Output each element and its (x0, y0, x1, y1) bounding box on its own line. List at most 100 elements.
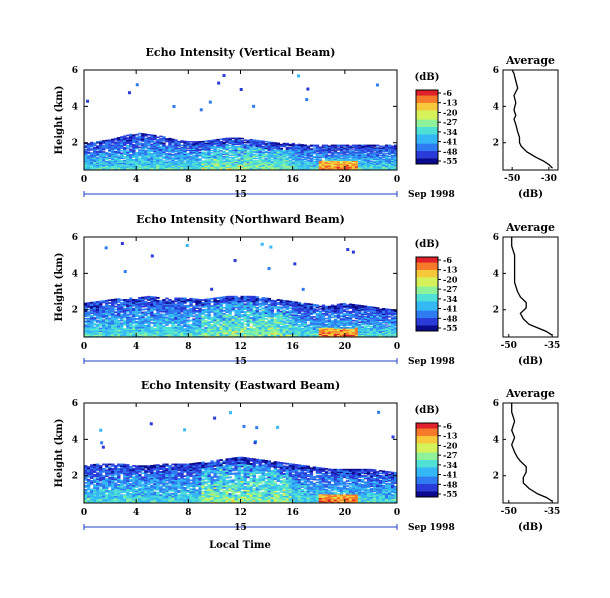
heatmap-cell (156, 322, 160, 325)
heatmap-cell (171, 153, 175, 156)
heatmap-cell (309, 334, 314, 337)
heatmap-cell (198, 334, 202, 336)
heatmap-cell (207, 147, 211, 150)
heatmap-cell (183, 319, 187, 322)
heatmap-cell (132, 325, 136, 328)
heatmap-cell (117, 161, 121, 164)
heatmap-cell (321, 164, 326, 166)
heatmap-cell (105, 328, 109, 331)
heatmap-cell (186, 145, 190, 147)
heatmap-cell (243, 149, 247, 152)
heatmap-cell (360, 155, 365, 158)
heatmap-cell (330, 323, 335, 326)
heatmap-cell (213, 146, 217, 148)
heatmap-cell (216, 308, 220, 311)
heatmap-cell (225, 327, 229, 330)
heatmap-cell (327, 323, 332, 326)
heatmap-cell (306, 303, 311, 305)
heatmap-cell (171, 335, 175, 338)
heatmap-cell (375, 164, 380, 166)
heatmap-cell (120, 328, 124, 331)
heatmap-cell (132, 299, 136, 301)
heatmap-cell (165, 297, 169, 300)
heatmap-cell (231, 306, 235, 309)
heatmap-cell (339, 164, 344, 166)
heatmap-cell (210, 156, 214, 159)
heatmap-cell (129, 329, 133, 332)
heatmap-cell (291, 155, 296, 158)
heatmap-cell (288, 159, 293, 162)
heatmap-cell (282, 144, 287, 147)
heatmap-cell (270, 331, 275, 334)
heatmap-cell (219, 307, 223, 310)
heatmap-cell (294, 150, 299, 152)
heatmap-cell (99, 319, 103, 322)
heatmap-cell (360, 157, 365, 160)
heatmap-cell (99, 158, 103, 160)
heatmap-cell (273, 315, 278, 318)
heatmap-cell (279, 314, 284, 317)
heatmap-cell (297, 148, 302, 150)
heatmap-cell (285, 304, 290, 307)
heatmap-cell (99, 315, 103, 318)
heatmap-cell (225, 165, 229, 167)
heatmap-cell (195, 318, 199, 321)
heatmap-cell (102, 144, 106, 147)
heatmap-cell (216, 146, 220, 149)
heatmap-cell (300, 147, 305, 150)
heatmap-cell (363, 145, 368, 147)
heatmap-cell (333, 160, 338, 162)
heatmap-cell (84, 331, 88, 334)
heatmap-cell (255, 335, 259, 338)
heatmap-cell (90, 312, 94, 314)
heatmap-cell (276, 322, 281, 325)
heatmap-cell (141, 329, 145, 332)
heatmap-cell (336, 159, 341, 161)
heatmap-cell (135, 146, 139, 149)
heatmap-cell (123, 320, 127, 323)
heatmap-cell (261, 335, 265, 338)
heatmap-cell (93, 310, 97, 313)
heatmap-cell (168, 313, 172, 316)
heatmap-cell (144, 320, 148, 323)
heatmap-cell (279, 313, 284, 316)
heatmap-cell (189, 328, 193, 331)
heatmap-cell (141, 150, 145, 153)
heatmap-cell (294, 149, 299, 151)
heatmap-cell (348, 327, 353, 329)
heatmap-cell (132, 320, 136, 323)
heatmap-cell (267, 331, 271, 334)
heatmap-cell (189, 146, 193, 148)
heatmap-cell (270, 142, 275, 145)
heatmap-cell (93, 142, 97, 144)
heatmap-cell (147, 140, 151, 143)
heatmap-cell (180, 161, 184, 163)
heatmap-cell (318, 147, 323, 149)
heatmap-cell (174, 307, 178, 310)
heatmap-cell (264, 153, 268, 156)
heatmap-cell (321, 316, 326, 319)
heatmap-cell (114, 299, 118, 302)
heatmap-cell (183, 312, 187, 315)
heatmap-cell (225, 298, 229, 301)
heatmap-cell (165, 146, 169, 149)
heatmap-cell (213, 143, 217, 146)
heatmap-cell (138, 160, 142, 163)
heatmap-cell (144, 327, 148, 330)
heatmap-cell (369, 161, 374, 163)
heatmap-cell (288, 146, 293, 149)
heatmap-cell (102, 322, 106, 324)
heatmap-cell (309, 164, 314, 166)
heatmap-cell (87, 313, 91, 316)
heatmap-cell (231, 144, 235, 147)
heatmap-cell (168, 319, 172, 322)
heatmap-cell (192, 328, 196, 331)
heatmap-cell (213, 334, 217, 336)
heatmap-cell (315, 160, 320, 162)
heatmap-cell (255, 311, 259, 314)
heatmap-cell (90, 317, 94, 320)
heatmap-cell (315, 163, 320, 165)
heatmap-cell (357, 304, 362, 307)
heatmap-cell (198, 303, 202, 306)
heatmap-cell (219, 160, 223, 163)
